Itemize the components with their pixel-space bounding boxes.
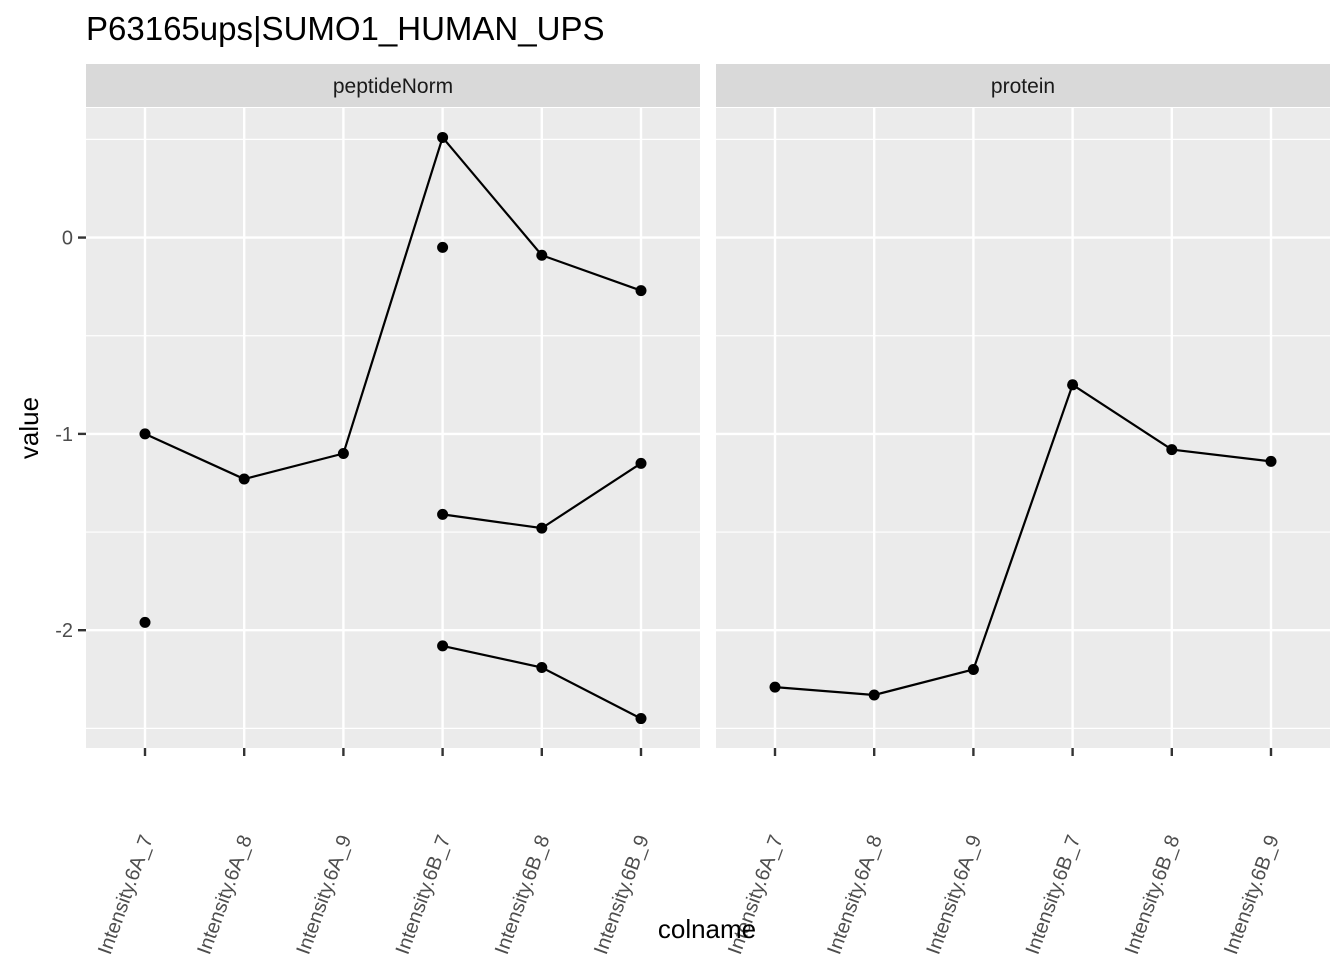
data-point — [238, 473, 250, 485]
series-peptideNorm-2 — [437, 457, 647, 534]
data-point — [1067, 379, 1079, 391]
x-tick-label: Intensity.6B_7 — [392, 832, 456, 957]
x-tick-label: Intensity.6B_8 — [1121, 832, 1185, 957]
data-point — [868, 689, 880, 701]
data-point — [769, 681, 781, 693]
panel-background — [86, 108, 700, 748]
data-point — [536, 249, 548, 261]
data-point — [337, 448, 349, 460]
y-axis-title: value — [14, 397, 44, 459]
x-axis-title: colname — [658, 914, 756, 944]
series-peptideNorm-1 — [139, 131, 647, 485]
data-point — [139, 428, 151, 440]
series-line — [144, 135, 642, 481]
x-tick-label: Intensity.6B_9 — [1220, 832, 1284, 957]
x-tick-label: Intensity.6B_8 — [491, 832, 555, 957]
data-point — [1265, 455, 1277, 467]
panel-background — [716, 108, 1330, 748]
data-point — [437, 241, 449, 253]
x-tick-label: Intensity.6A_8 — [823, 832, 887, 957]
x-tick-label: Intensity.6A_8 — [193, 832, 257, 957]
y-tick-label: -1 — [55, 424, 73, 446]
facet-strip — [86, 64, 700, 107]
x-tick-label: Intensity.6A_7 — [94, 832, 158, 957]
facet-strip-label: protein — [991, 75, 1055, 98]
series-line — [774, 383, 1272, 697]
data-point — [967, 663, 979, 675]
data-point — [437, 508, 449, 520]
x-tick-label: Intensity.6A_9 — [293, 832, 357, 957]
series-peptideNorm-4 — [139, 241, 449, 628]
data-point — [536, 522, 548, 534]
data-point — [635, 457, 647, 469]
facet-strip — [716, 64, 1330, 107]
data-point — [437, 131, 449, 143]
data-point — [139, 616, 151, 628]
chart-title: P63165ups|SUMO1_HUMAN_UPS — [86, 10, 604, 47]
data-point — [635, 713, 647, 725]
y-tick-label: -2 — [55, 620, 73, 642]
series-peptideNorm-3 — [437, 640, 647, 725]
facet-panel-peptideNorm: peptideNorm Intensity.6A_7 Intensity.6A_8 I… — [86, 64, 700, 957]
data-point — [1166, 444, 1178, 456]
facet-strip-label: peptideNorm — [333, 75, 453, 98]
x-tick-label: Intensity.6B_7 — [1022, 832, 1086, 957]
data-point — [437, 640, 449, 652]
data-point — [635, 285, 647, 297]
facet-panels: peptideNorm Intensity.6A_7 Intensity.6A_8 I… — [55, 64, 1330, 957]
x-tick-label: Intensity.6B_9 — [590, 832, 654, 957]
series-protein-1 — [769, 379, 1277, 701]
data-point — [536, 662, 548, 674]
x-tick-label: Intensity.6A_9 — [923, 832, 987, 957]
y-tick-label: 0 — [62, 228, 73, 250]
